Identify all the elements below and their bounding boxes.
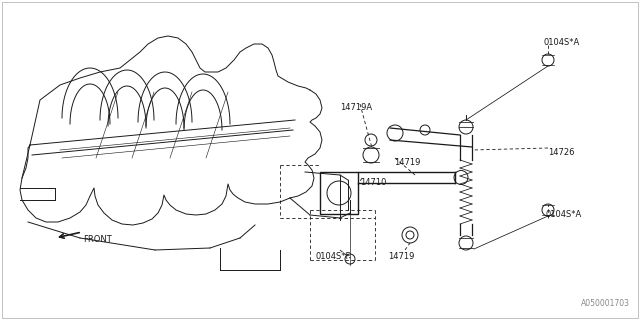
Text: 0104S*A: 0104S*A	[546, 210, 582, 219]
Text: 14719: 14719	[394, 158, 420, 167]
Text: 14719: 14719	[388, 252, 414, 261]
Text: 14719A: 14719A	[340, 103, 372, 112]
Text: FRONT: FRONT	[83, 235, 112, 244]
Text: 0104S*F: 0104S*F	[315, 252, 350, 261]
Bar	[320, 172, 358, 214]
Text: A050001703: A050001703	[581, 299, 630, 308]
Text: 14710: 14710	[360, 178, 387, 187]
Text: 0104S*A: 0104S*A	[543, 38, 579, 47]
Text: 14726: 14726	[548, 148, 575, 157]
